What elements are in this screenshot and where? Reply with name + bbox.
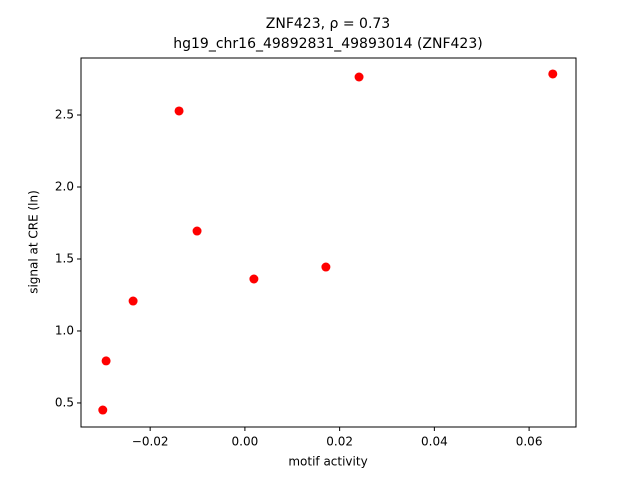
chart-title: ZNF423, ρ = 0.73 bbox=[266, 16, 390, 32]
point bbox=[101, 356, 111, 366]
x-axis-label: motif activity bbox=[288, 455, 367, 469]
point bbox=[128, 296, 138, 306]
y-tick-label: 2.0 bbox=[55, 179, 74, 193]
plot-frame bbox=[80, 57, 577, 428]
x-tick-label: 0.02 bbox=[326, 435, 353, 449]
point bbox=[174, 106, 184, 116]
y-tick-label: 2.5 bbox=[55, 108, 74, 122]
chart-subtitle: hg19_chr16_49892831_49893014 (ZNF423) bbox=[173, 36, 482, 52]
x-tick-label: 0.00 bbox=[232, 435, 259, 449]
x-tick-label: 0.06 bbox=[516, 435, 543, 449]
point bbox=[249, 274, 259, 284]
point bbox=[192, 226, 202, 236]
point bbox=[548, 69, 558, 79]
point bbox=[98, 405, 108, 415]
x-tick-label: 0.04 bbox=[421, 435, 448, 449]
y-axis-label: signal at CRE (ln) bbox=[27, 190, 41, 294]
point bbox=[354, 72, 364, 82]
point bbox=[321, 262, 331, 272]
y-tick-label: 1.0 bbox=[55, 323, 74, 337]
x-tick-label: −0.02 bbox=[132, 435, 169, 449]
y-tick-label: 1.5 bbox=[55, 251, 74, 265]
y-tick-label: 0.5 bbox=[55, 395, 74, 409]
